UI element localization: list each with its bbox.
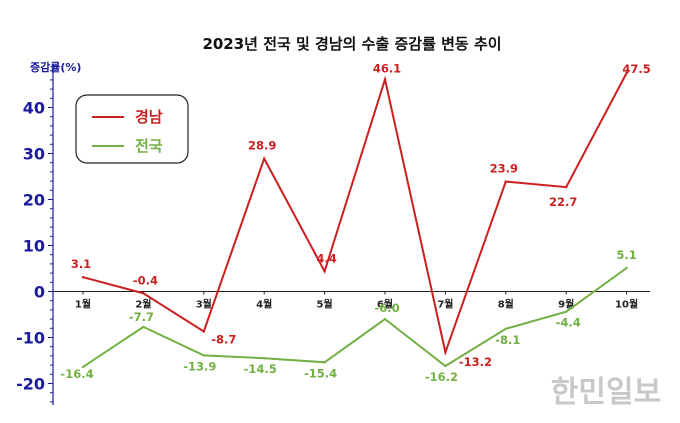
legend-box bbox=[75, 94, 189, 164]
x-tick-label: 7월 bbox=[437, 299, 453, 311]
chart-title: 2023년 전국 및 경남의 수출 증감률 변동 추이 bbox=[202, 35, 501, 53]
x-tick-label: 5월 bbox=[317, 299, 333, 311]
legend-label-national: 전국 bbox=[135, 137, 163, 155]
data-point bbox=[383, 78, 387, 81]
y-tick-label: 0 bbox=[34, 283, 45, 302]
x-tick-label: 6월 bbox=[377, 299, 393, 311]
data-point bbox=[444, 351, 447, 354]
data-label: -7.7 bbox=[129, 310, 154, 324]
data-label: 46.1 bbox=[373, 61, 401, 75]
x-tick-label: 3월 bbox=[196, 299, 212, 311]
data-label: 4.4 bbox=[316, 251, 336, 265]
watermark: 한민일보 bbox=[551, 375, 661, 410]
data-label: 47.5 bbox=[622, 62, 650, 76]
data-point bbox=[323, 361, 326, 364]
data-point bbox=[565, 185, 568, 189]
y-tick-label: 20 bbox=[23, 191, 45, 210]
data-point bbox=[383, 317, 387, 321]
data-label: -13.2 bbox=[459, 355, 492, 369]
data-label: 22.7 bbox=[549, 195, 577, 209]
x-tick-label: 2월 bbox=[135, 299, 151, 311]
data-label: -4.4 bbox=[556, 316, 581, 330]
data-label: -0.4 bbox=[133, 273, 158, 287]
legend: 경남 전국 bbox=[75, 94, 189, 164]
x-tick-label: 1월 bbox=[75, 299, 91, 311]
data-point bbox=[504, 180, 507, 183]
data-label: 5.1 bbox=[616, 248, 636, 262]
x-tick-label: 8월 bbox=[498, 299, 514, 311]
data-point bbox=[142, 292, 145, 295]
y-tick-label: 40 bbox=[23, 99, 45, 118]
data-point bbox=[81, 365, 85, 369]
x-tick-label: 10월 bbox=[615, 299, 638, 311]
data-point bbox=[202, 330, 205, 333]
data-label: 23.9 bbox=[490, 162, 518, 176]
data-label: -8.7 bbox=[211, 333, 236, 347]
data-point bbox=[263, 357, 266, 360]
y-axis-label: 증감률(%) bbox=[30, 60, 81, 74]
data-labels: 3.1 -0.4 -8.7 28.9 4.4 46.1 -13.2 23.9 22.7 47.5 -… bbox=[60, 61, 650, 384]
data-point bbox=[565, 310, 568, 313]
series-layer bbox=[81, 71, 628, 369]
data-point bbox=[323, 270, 326, 273]
series-line-gyeongnam bbox=[82, 72, 628, 356]
axes: -20 -10 0 10 20 30 40 1월 2월 3월 4월 5월 6월 7월 8월 9월 10월 bbox=[16, 64, 650, 405]
data-label: 3.1 bbox=[71, 257, 91, 271]
data-label: -14.5 bbox=[244, 362, 277, 376]
data-point bbox=[625, 71, 628, 75]
data-label: 28.9 bbox=[248, 139, 276, 153]
data-point bbox=[444, 364, 447, 368]
legend-label-gyeongnam: 경남 bbox=[135, 108, 163, 126]
data-point bbox=[504, 327, 507, 330]
x-tick-label: 9월 bbox=[558, 299, 574, 311]
data-point bbox=[81, 276, 85, 279]
data-point bbox=[142, 325, 145, 329]
data-point bbox=[263, 157, 266, 160]
y-tick-label: 30 bbox=[23, 145, 45, 164]
data-point bbox=[202, 354, 205, 357]
data-label: -13.9 bbox=[183, 359, 216, 373]
data-label: -16.2 bbox=[425, 370, 458, 384]
data-point bbox=[625, 266, 628, 270]
y-tick-label: -10 bbox=[16, 329, 45, 348]
series-line-national bbox=[82, 267, 628, 368]
data-label: -8.1 bbox=[495, 333, 520, 347]
data-label: -16.4 bbox=[60, 367, 93, 381]
data-label: -6.0 bbox=[374, 301, 399, 315]
x-tick-label: 4월 bbox=[256, 299, 272, 311]
data-label: -15.4 bbox=[304, 366, 337, 380]
y-tick-label: 10 bbox=[23, 237, 45, 256]
y-tick-label: -20 bbox=[16, 375, 45, 394]
